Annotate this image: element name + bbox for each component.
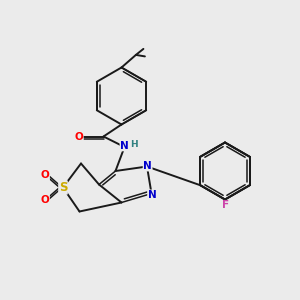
Text: H: H: [130, 140, 138, 148]
Text: S: S: [59, 181, 67, 194]
Text: O: O: [40, 195, 50, 205]
Text: N: N: [148, 190, 157, 200]
Text: F: F: [222, 201, 229, 211]
Text: N: N: [143, 161, 152, 171]
Text: N: N: [120, 141, 129, 151]
Text: F: F: [222, 200, 229, 211]
Text: O: O: [74, 131, 83, 142]
Text: O: O: [40, 170, 50, 180]
